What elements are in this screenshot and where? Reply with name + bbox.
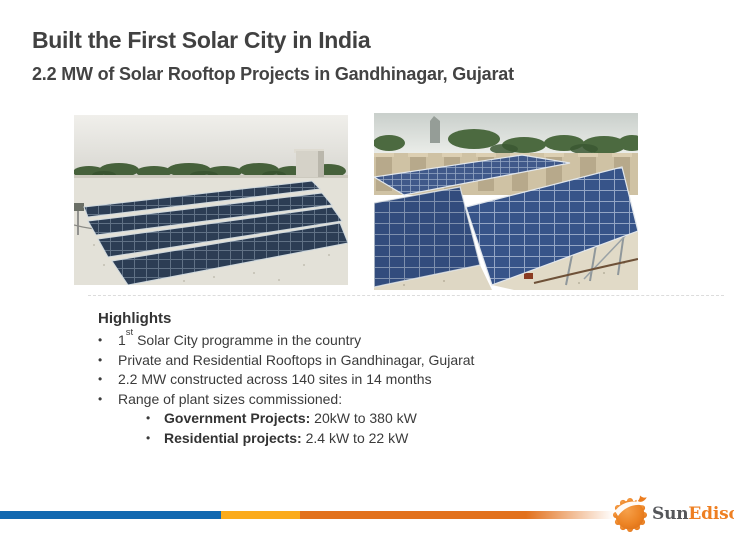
bullet-text: Private and Residential Rooftops in Gand… <box>118 351 475 368</box>
bullet-text-rest: Solar City programme in the country <box>133 332 362 348</box>
bullet-text: Range of plant sizes commissioned: <box>118 390 343 407</box>
list-item: • Range of plant sizes commissioned: <box>98 390 678 410</box>
footer-brand-stripe <box>0 511 614 519</box>
brand-word-edison: Edison <box>688 504 734 524</box>
sun-swirl-icon <box>613 492 650 532</box>
bullet-text: 1st Solar City programme in the country <box>118 328 362 351</box>
page-subtitle: 2.2 MW of Solar Rooftop Projects in Gand… <box>32 64 514 84</box>
bullet-text-number: 1 <box>118 332 126 348</box>
highlights-block: Highlights • 1st Solar City programme in… <box>98 310 678 449</box>
brand-wordmark: SunEdison® <box>652 504 734 524</box>
page-title: Built the First Solar City in India <box>32 27 371 53</box>
stripe-yellow-segment <box>221 511 300 519</box>
brand-word-sun: Sun <box>652 504 689 524</box>
sub-bullet-label: Government Projects: <box>164 410 311 427</box>
stripe-orange-segment <box>300 511 614 519</box>
sub-list-item: • Government Projects: 20kW to 380 kW <box>146 409 678 429</box>
sub-list-item: • Residential projects: 2.4 kW to 22 kW <box>146 429 678 449</box>
bullet-marker: • <box>146 411 151 426</box>
sub-bullet-value: 20kW to 380 kW <box>310 410 417 427</box>
sunedison-logo: SunEdison® <box>609 492 734 536</box>
sub-bullet-label: Residential projects: <box>164 429 302 446</box>
bullet-marker: • <box>98 333 103 347</box>
stripe-blue-segment <box>0 511 221 519</box>
bullet-text-superscript: st <box>125 327 134 339</box>
sub-bullet-text: Residential projects: 2.4 kW to 22 kW <box>164 429 408 449</box>
photo-rooftop-solar-array-left <box>74 115 348 285</box>
text-placeholder-border <box>88 295 724 296</box>
bullet-marker: • <box>98 352 103 367</box>
photo-rooftop-solar-array-right <box>374 113 638 290</box>
sub-bullet-text: Government Projects: 20kW to 380 kW <box>164 409 417 429</box>
list-item: • 1st Solar City programme in the countr… <box>98 328 678 351</box>
sub-bullet-value: 2.4 kW to 22 kW <box>301 429 409 446</box>
bullet-marker: • <box>98 372 103 387</box>
bullet-marker: • <box>98 391 103 406</box>
list-item: • Private and Residential Rooftops in Ga… <box>98 351 678 371</box>
bullet-text: 2.2 MW constructed across 140 sites in 1… <box>118 371 432 388</box>
highlights-heading: Highlights <box>98 310 172 327</box>
bullet-marker: • <box>146 430 151 445</box>
list-item: • 2.2 MW constructed across 140 sites in… <box>98 370 678 390</box>
